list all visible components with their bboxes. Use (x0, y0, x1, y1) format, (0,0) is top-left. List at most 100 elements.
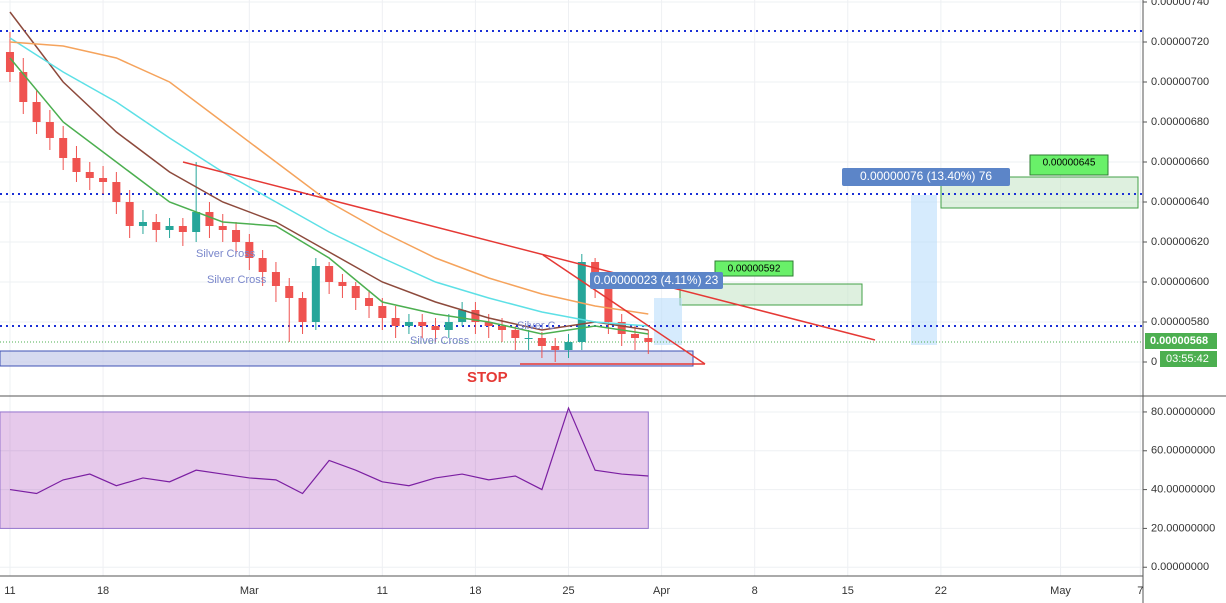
price-badge (1145, 333, 1217, 349)
x-tick-label: 11 (377, 585, 388, 597)
target-zone (940, 176, 1139, 209)
plot (0, 11, 653, 529)
candle-body (285, 286, 294, 298)
candle-body (617, 322, 626, 334)
target-label: 0.00000645 (1043, 158, 1096, 169)
candle-body (258, 258, 267, 272)
y-tick-label: 60.00000000 (1151, 445, 1215, 457)
candle-body (511, 330, 520, 338)
moving-average (9, 41, 649, 315)
y-tick-label: 80.00000000 (1151, 406, 1215, 418)
stop-label: STOP (467, 369, 508, 386)
candle-body (644, 338, 653, 342)
y-tick-label: 20.00000000 (1151, 522, 1215, 534)
candle-body (125, 202, 134, 226)
y-tick-label: 0.00000660 (1151, 156, 1209, 168)
y-tick-label: 0.00000680 (1151, 116, 1209, 128)
candle-body (5, 52, 14, 72)
x-tick-label: 8 (752, 585, 758, 597)
candle-body (85, 172, 94, 178)
candle-body (431, 326, 440, 330)
countdown-badge (1160, 351, 1217, 367)
candle-body (205, 212, 214, 226)
y-tick-label: 0.00000000 (1151, 561, 1209, 573)
rsi-band (0, 411, 649, 529)
trend-line (182, 161, 876, 341)
candle-body (484, 322, 493, 326)
candle-body (165, 226, 174, 230)
y-tick-label: 0.00000600 (1151, 276, 1209, 288)
candle-body (631, 334, 639, 338)
x-tick-label: 22 (935, 585, 947, 597)
candle-body (19, 72, 28, 102)
candle-body (391, 318, 400, 326)
rsi-line (9, 406, 649, 495)
candle-body (537, 338, 546, 346)
candle-body (577, 262, 586, 342)
trend-line (542, 254, 706, 365)
candle-body (458, 310, 467, 322)
candle-body (444, 322, 453, 330)
candle-body (524, 338, 533, 339)
target-badge (1029, 154, 1109, 176)
y-tick-label: 0.00000720 (1151, 36, 1209, 48)
candle-body (138, 222, 147, 226)
x-tick-label: 18 (97, 585, 109, 597)
x-tick-label: Apr (653, 585, 670, 597)
measure-range (654, 298, 682, 345)
candle-body (498, 326, 507, 330)
y-tick-label: 0.00000580 (1151, 316, 1209, 328)
candle-body (232, 230, 241, 242)
x-tick-label: 18 (469, 585, 481, 597)
y-tick-label: 0.00000740 (1151, 0, 1209, 8)
x-tick-label: 7 (1137, 585, 1143, 597)
measure-badge (590, 272, 723, 289)
measure-label: 0.00000023 (4.11%) 23 (594, 273, 719, 287)
target-badge (714, 260, 794, 277)
candle-body (365, 298, 374, 306)
y-tick-label: 0.00000640 (1151, 196, 1209, 208)
y-tick-label: 0 (1151, 356, 1157, 368)
moving-average (9, 37, 649, 327)
measure-label: 0.00000076 (13.40%) 76 (860, 169, 992, 183)
x-tick-label: 11 (4, 585, 15, 597)
x-tick-label: May (1050, 585, 1071, 597)
candle-body (112, 182, 121, 202)
annotation: Silver C (517, 320, 556, 332)
x-tick-label: Mar (240, 585, 259, 597)
annotation: Silver Cross (207, 274, 267, 286)
countdown: 03:55:42 (1166, 353, 1209, 365)
candle-body (178, 226, 187, 232)
measure-badge (842, 168, 1010, 186)
measure-range (911, 195, 937, 345)
candle-body (32, 102, 41, 122)
y-tick-label: 0.00000620 (1151, 236, 1209, 248)
candle-body (298, 298, 307, 322)
moving-average (9, 11, 649, 331)
candle-body (551, 346, 560, 350)
candle-body (152, 222, 161, 230)
candle-body (311, 266, 320, 322)
price-label: 0.00000568 (1150, 335, 1208, 347)
candle-body (218, 226, 227, 230)
candle-body (604, 286, 613, 322)
candle-body (45, 122, 54, 138)
candle-body (271, 272, 280, 286)
y-tick-label: 40.00000000 (1151, 483, 1215, 495)
candle-body (418, 322, 427, 326)
target-label: 0.00000592 (728, 264, 781, 275)
x-tick-label: 15 (842, 585, 854, 597)
candle-body (338, 282, 347, 286)
moving-average (9, 57, 649, 335)
axes: 11 18 Mar 11 18 25 Apr 8 15 22 May 7 0.00000740 0.000… (4, 0, 1215, 597)
candle-body (325, 266, 334, 282)
support-zone (0, 350, 694, 367)
annotation: Silver Cross (196, 248, 256, 260)
candle-body (564, 342, 573, 350)
candle-body (245, 242, 254, 258)
candle-body (99, 178, 108, 182)
x-tick-label: 25 (562, 585, 574, 597)
annotation: Silver Cross (410, 335, 470, 347)
